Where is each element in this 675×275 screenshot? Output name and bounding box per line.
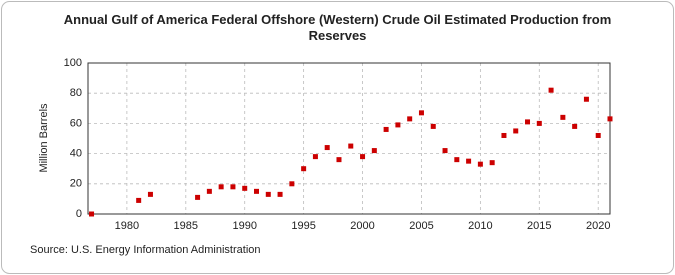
y-tick-label: 0 <box>76 208 82 220</box>
marker <box>277 191 283 197</box>
marker <box>348 143 354 149</box>
marker <box>301 166 307 172</box>
marker <box>513 128 519 134</box>
x-tick-label: 2005 <box>409 220 433 232</box>
marker <box>583 96 589 102</box>
x-tick-label: 1995 <box>291 220 315 232</box>
y-tick-label: 80 <box>70 87 82 99</box>
y-tick-label: 100 <box>64 57 82 69</box>
marker <box>418 110 424 116</box>
marker <box>407 116 413 122</box>
marker <box>206 188 212 194</box>
marker <box>371 148 377 154</box>
marker <box>360 154 366 160</box>
marker <box>254 188 260 194</box>
x-tick-label: 2015 <box>527 220 551 232</box>
marker <box>265 191 271 197</box>
marker <box>336 157 342 163</box>
marker <box>572 123 578 129</box>
marker <box>548 87 554 93</box>
x-tick-label: 1980 <box>115 220 139 232</box>
marker <box>477 161 483 167</box>
x-tick-label: 2010 <box>468 220 492 232</box>
marker <box>607 116 613 122</box>
marker <box>595 132 601 138</box>
x-tick-label: 2000 <box>350 220 374 232</box>
chart-title: Annual Gulf of America Federal Offshore … <box>63 12 612 43</box>
marker <box>312 154 318 160</box>
x-tick-label: 1985 <box>174 220 198 232</box>
marker <box>454 157 460 163</box>
y-tick-label: 20 <box>70 178 82 190</box>
marker <box>230 184 236 190</box>
marker <box>136 197 142 203</box>
marker <box>525 119 531 125</box>
marker <box>218 184 224 190</box>
y-axis-label: Million Barrels <box>38 103 50 173</box>
marker <box>289 181 295 187</box>
x-tick-label: 1990 <box>232 220 256 232</box>
marker <box>536 120 542 126</box>
marker <box>489 160 495 166</box>
marker <box>501 132 507 138</box>
marker <box>195 194 201 200</box>
marker <box>242 185 248 191</box>
y-tick-label: 40 <box>70 148 82 160</box>
marker <box>383 126 389 132</box>
x-tick-label: 2020 <box>586 220 610 232</box>
marker <box>89 211 95 217</box>
marker <box>466 158 472 164</box>
marker <box>147 191 153 197</box>
marker <box>430 123 436 129</box>
marker <box>442 148 448 154</box>
marker <box>560 114 566 120</box>
y-tick-label: 60 <box>70 117 82 129</box>
plot-border <box>87 62 611 215</box>
marker <box>395 122 401 128</box>
source-note: Source: U.S. Energy Information Administ… <box>30 244 261 256</box>
marker <box>324 145 330 151</box>
